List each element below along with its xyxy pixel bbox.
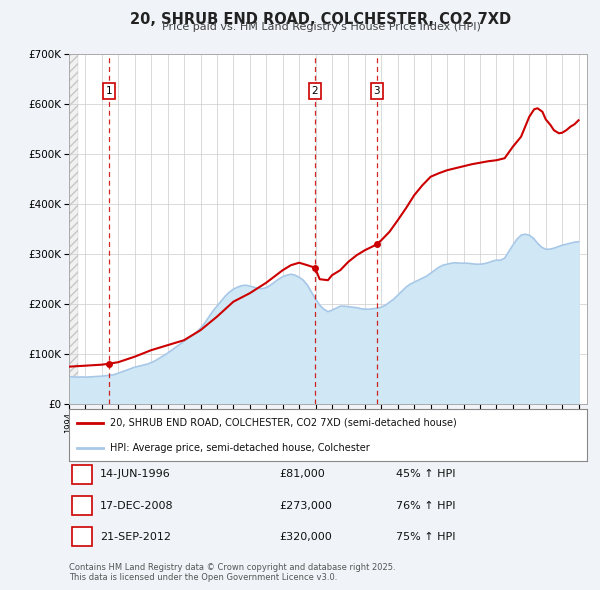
Text: £320,000: £320,000 <box>279 532 332 542</box>
Text: 3: 3 <box>373 86 380 96</box>
Text: £273,000: £273,000 <box>279 501 332 510</box>
Text: Contains HM Land Registry data © Crown copyright and database right 2025.
This d: Contains HM Land Registry data © Crown c… <box>69 563 395 582</box>
Text: 17-DEC-2008: 17-DEC-2008 <box>100 501 174 510</box>
Text: 2: 2 <box>311 86 318 96</box>
Text: 20, SHRUB END ROAD, COLCHESTER, CO2 7XD (semi-detached house): 20, SHRUB END ROAD, COLCHESTER, CO2 7XD … <box>110 418 457 428</box>
Text: £81,000: £81,000 <box>279 470 325 479</box>
Text: 1: 1 <box>79 470 85 479</box>
Text: 2: 2 <box>79 501 85 510</box>
Text: HPI: Average price, semi-detached house, Colchester: HPI: Average price, semi-detached house,… <box>110 443 370 453</box>
Text: 1: 1 <box>106 86 113 96</box>
Text: 14-JUN-1996: 14-JUN-1996 <box>100 470 171 479</box>
Text: 21-SEP-2012: 21-SEP-2012 <box>100 532 171 542</box>
Text: 75% ↑ HPI: 75% ↑ HPI <box>396 532 455 542</box>
Text: 45% ↑ HPI: 45% ↑ HPI <box>396 470 455 479</box>
Text: 20, SHRUB END ROAD, COLCHESTER, CO2 7XD: 20, SHRUB END ROAD, COLCHESTER, CO2 7XD <box>130 12 512 27</box>
Text: 76% ↑ HPI: 76% ↑ HPI <box>396 501 455 510</box>
Text: 3: 3 <box>79 532 85 542</box>
Text: Price paid vs. HM Land Registry's House Price Index (HPI): Price paid vs. HM Land Registry's House … <box>161 22 481 32</box>
